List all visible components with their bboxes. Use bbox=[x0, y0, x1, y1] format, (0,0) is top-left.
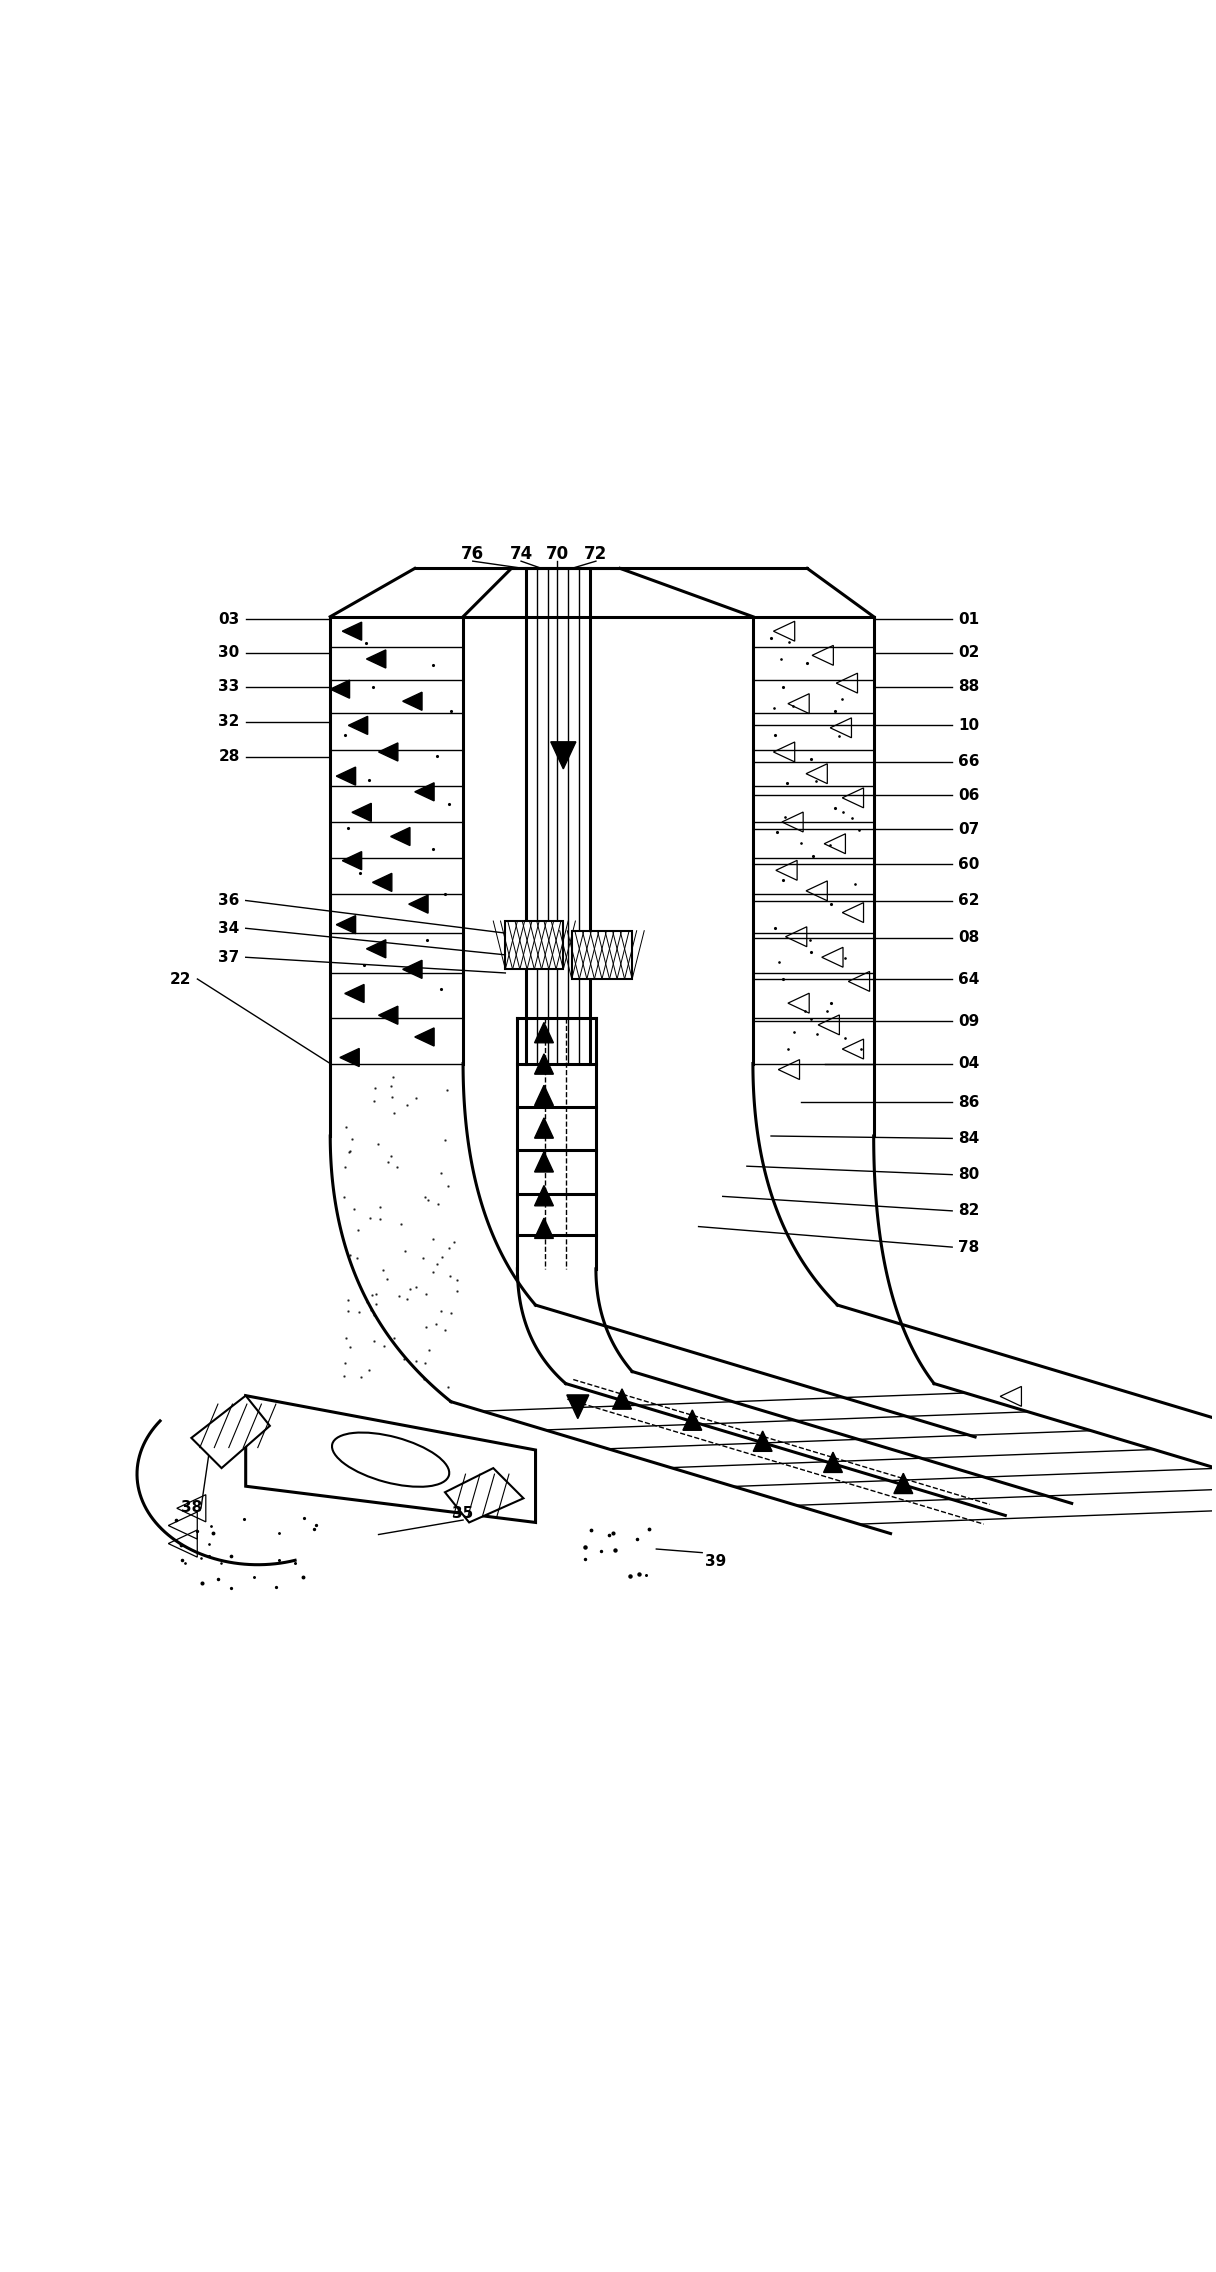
Polygon shape bbox=[823, 1452, 843, 1472]
Text: 28: 28 bbox=[219, 750, 240, 763]
Text: 06: 06 bbox=[958, 788, 980, 802]
Polygon shape bbox=[337, 768, 355, 786]
Text: 30: 30 bbox=[219, 645, 240, 661]
Polygon shape bbox=[409, 895, 428, 913]
Text: 01: 01 bbox=[958, 611, 979, 627]
Polygon shape bbox=[378, 743, 398, 761]
Polygon shape bbox=[402, 961, 422, 979]
Text: 32: 32 bbox=[219, 713, 240, 729]
Polygon shape bbox=[390, 827, 410, 845]
Text: 62: 62 bbox=[958, 893, 980, 909]
FancyBboxPatch shape bbox=[572, 932, 632, 979]
Polygon shape bbox=[344, 984, 364, 1002]
FancyBboxPatch shape bbox=[506, 920, 563, 970]
Text: 08: 08 bbox=[958, 932, 979, 945]
Polygon shape bbox=[351, 804, 371, 822]
Text: 09: 09 bbox=[958, 1013, 979, 1029]
Polygon shape bbox=[331, 679, 349, 698]
Text: 04: 04 bbox=[958, 1056, 979, 1070]
Text: 82: 82 bbox=[958, 1204, 980, 1218]
Polygon shape bbox=[535, 1218, 553, 1238]
Text: 78: 78 bbox=[958, 1241, 979, 1254]
Polygon shape bbox=[191, 1395, 270, 1468]
Text: 03: 03 bbox=[219, 611, 240, 627]
Polygon shape bbox=[343, 623, 361, 641]
Text: 07: 07 bbox=[958, 822, 979, 836]
Text: 84: 84 bbox=[958, 1131, 979, 1145]
Text: 80: 80 bbox=[958, 1168, 979, 1181]
Text: 35: 35 bbox=[452, 1506, 474, 1522]
Text: 60: 60 bbox=[958, 857, 980, 872]
Polygon shape bbox=[683, 1411, 702, 1431]
Text: 70: 70 bbox=[546, 545, 569, 563]
Text: 37: 37 bbox=[219, 950, 240, 966]
Polygon shape bbox=[402, 693, 422, 711]
Text: 10: 10 bbox=[958, 718, 979, 734]
Polygon shape bbox=[551, 743, 576, 768]
Polygon shape bbox=[535, 1186, 553, 1206]
Polygon shape bbox=[337, 916, 355, 934]
Polygon shape bbox=[535, 1086, 553, 1106]
Text: 64: 64 bbox=[958, 972, 980, 986]
Polygon shape bbox=[613, 1388, 631, 1409]
Text: 33: 33 bbox=[219, 679, 240, 695]
Polygon shape bbox=[415, 1027, 434, 1045]
Polygon shape bbox=[246, 1395, 535, 1522]
Polygon shape bbox=[372, 872, 392, 891]
Text: 22: 22 bbox=[170, 972, 191, 986]
Polygon shape bbox=[348, 716, 367, 734]
Polygon shape bbox=[535, 1054, 553, 1075]
Polygon shape bbox=[535, 1152, 553, 1172]
Text: 76: 76 bbox=[461, 545, 484, 563]
Polygon shape bbox=[366, 941, 385, 959]
Text: 72: 72 bbox=[585, 545, 608, 563]
Text: 36: 36 bbox=[219, 893, 240, 909]
Text: 02: 02 bbox=[958, 645, 980, 661]
Text: 39: 39 bbox=[704, 1554, 726, 1568]
Text: 34: 34 bbox=[219, 920, 240, 936]
Polygon shape bbox=[366, 650, 385, 668]
Text: 66: 66 bbox=[958, 754, 980, 770]
Polygon shape bbox=[343, 852, 361, 870]
Polygon shape bbox=[535, 1022, 553, 1043]
Polygon shape bbox=[340, 1047, 359, 1066]
Text: 74: 74 bbox=[510, 545, 533, 563]
Polygon shape bbox=[753, 1431, 772, 1452]
Polygon shape bbox=[567, 1395, 589, 1418]
Text: 88: 88 bbox=[958, 679, 979, 695]
Polygon shape bbox=[445, 1468, 523, 1522]
Polygon shape bbox=[415, 784, 434, 800]
Polygon shape bbox=[378, 1006, 398, 1025]
Text: 38: 38 bbox=[181, 1500, 202, 1515]
Text: 86: 86 bbox=[958, 1095, 980, 1109]
Polygon shape bbox=[535, 1118, 553, 1138]
Polygon shape bbox=[894, 1472, 913, 1493]
